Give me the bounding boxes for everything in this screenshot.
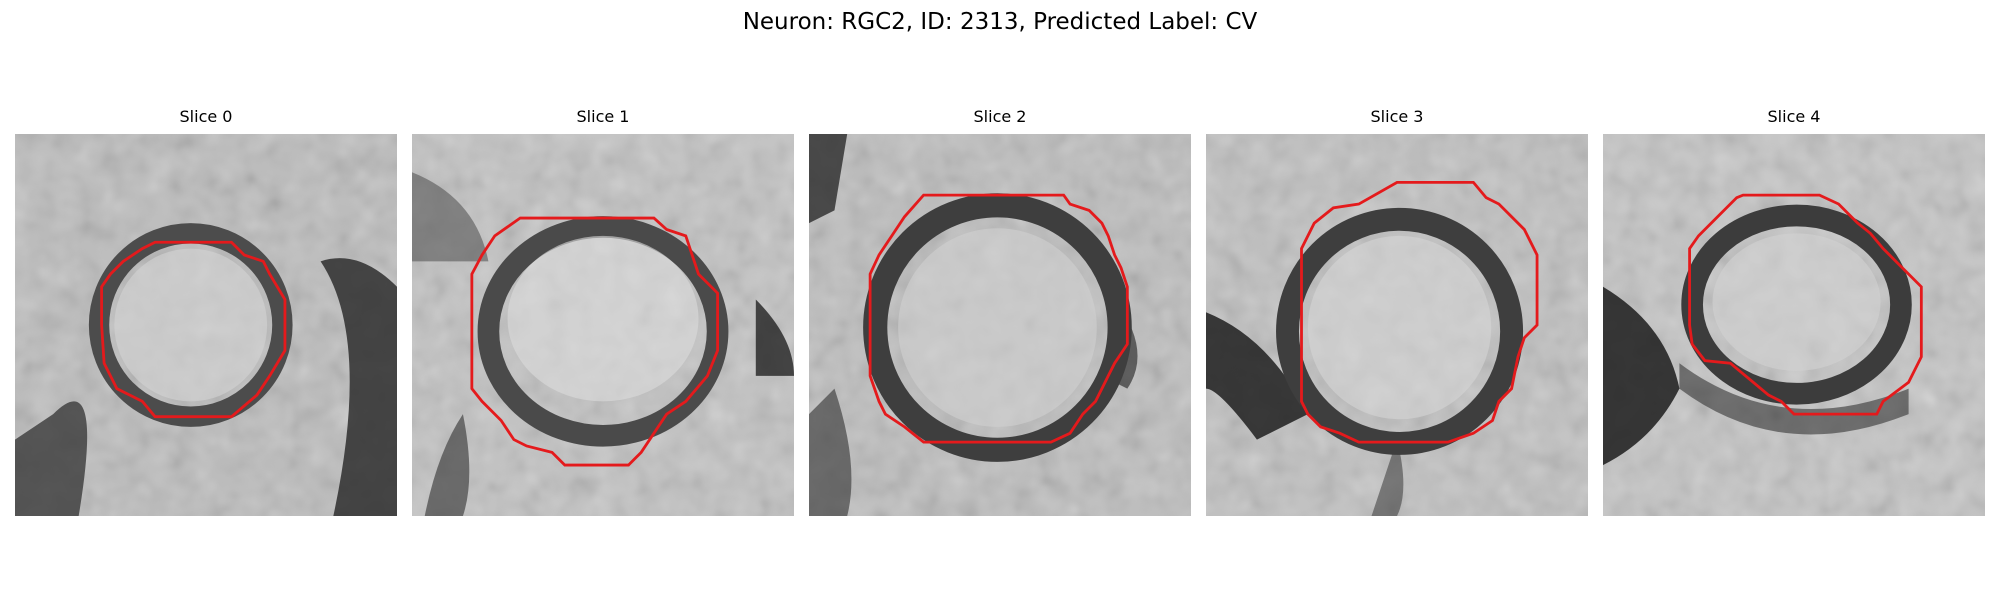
contour-0	[100, 240, 287, 419]
slice-image-2	[809, 134, 1191, 516]
figure-title: Neuron: RGC2, ID: 2313, Predicted Label:…	[742, 9, 1258, 35]
slice-image-1	[412, 134, 794, 516]
slice-image-4	[1603, 134, 1985, 516]
contour-4	[1688, 193, 1923, 416]
slice-title-4: Slice 4	[1767, 107, 1821, 126]
contour-1	[470, 216, 720, 467]
slice-title-3: Slice 3	[1370, 107, 1424, 126]
slice-title-0: Slice 0	[179, 107, 233, 126]
slice-title-2: Slice 2	[973, 107, 1027, 126]
slice-image-0	[15, 134, 397, 516]
contour-3	[1300, 180, 1539, 444]
slice-title-1: Slice 1	[576, 107, 630, 126]
slice-image-3	[1206, 134, 1588, 516]
contour-2	[868, 193, 1129, 444]
